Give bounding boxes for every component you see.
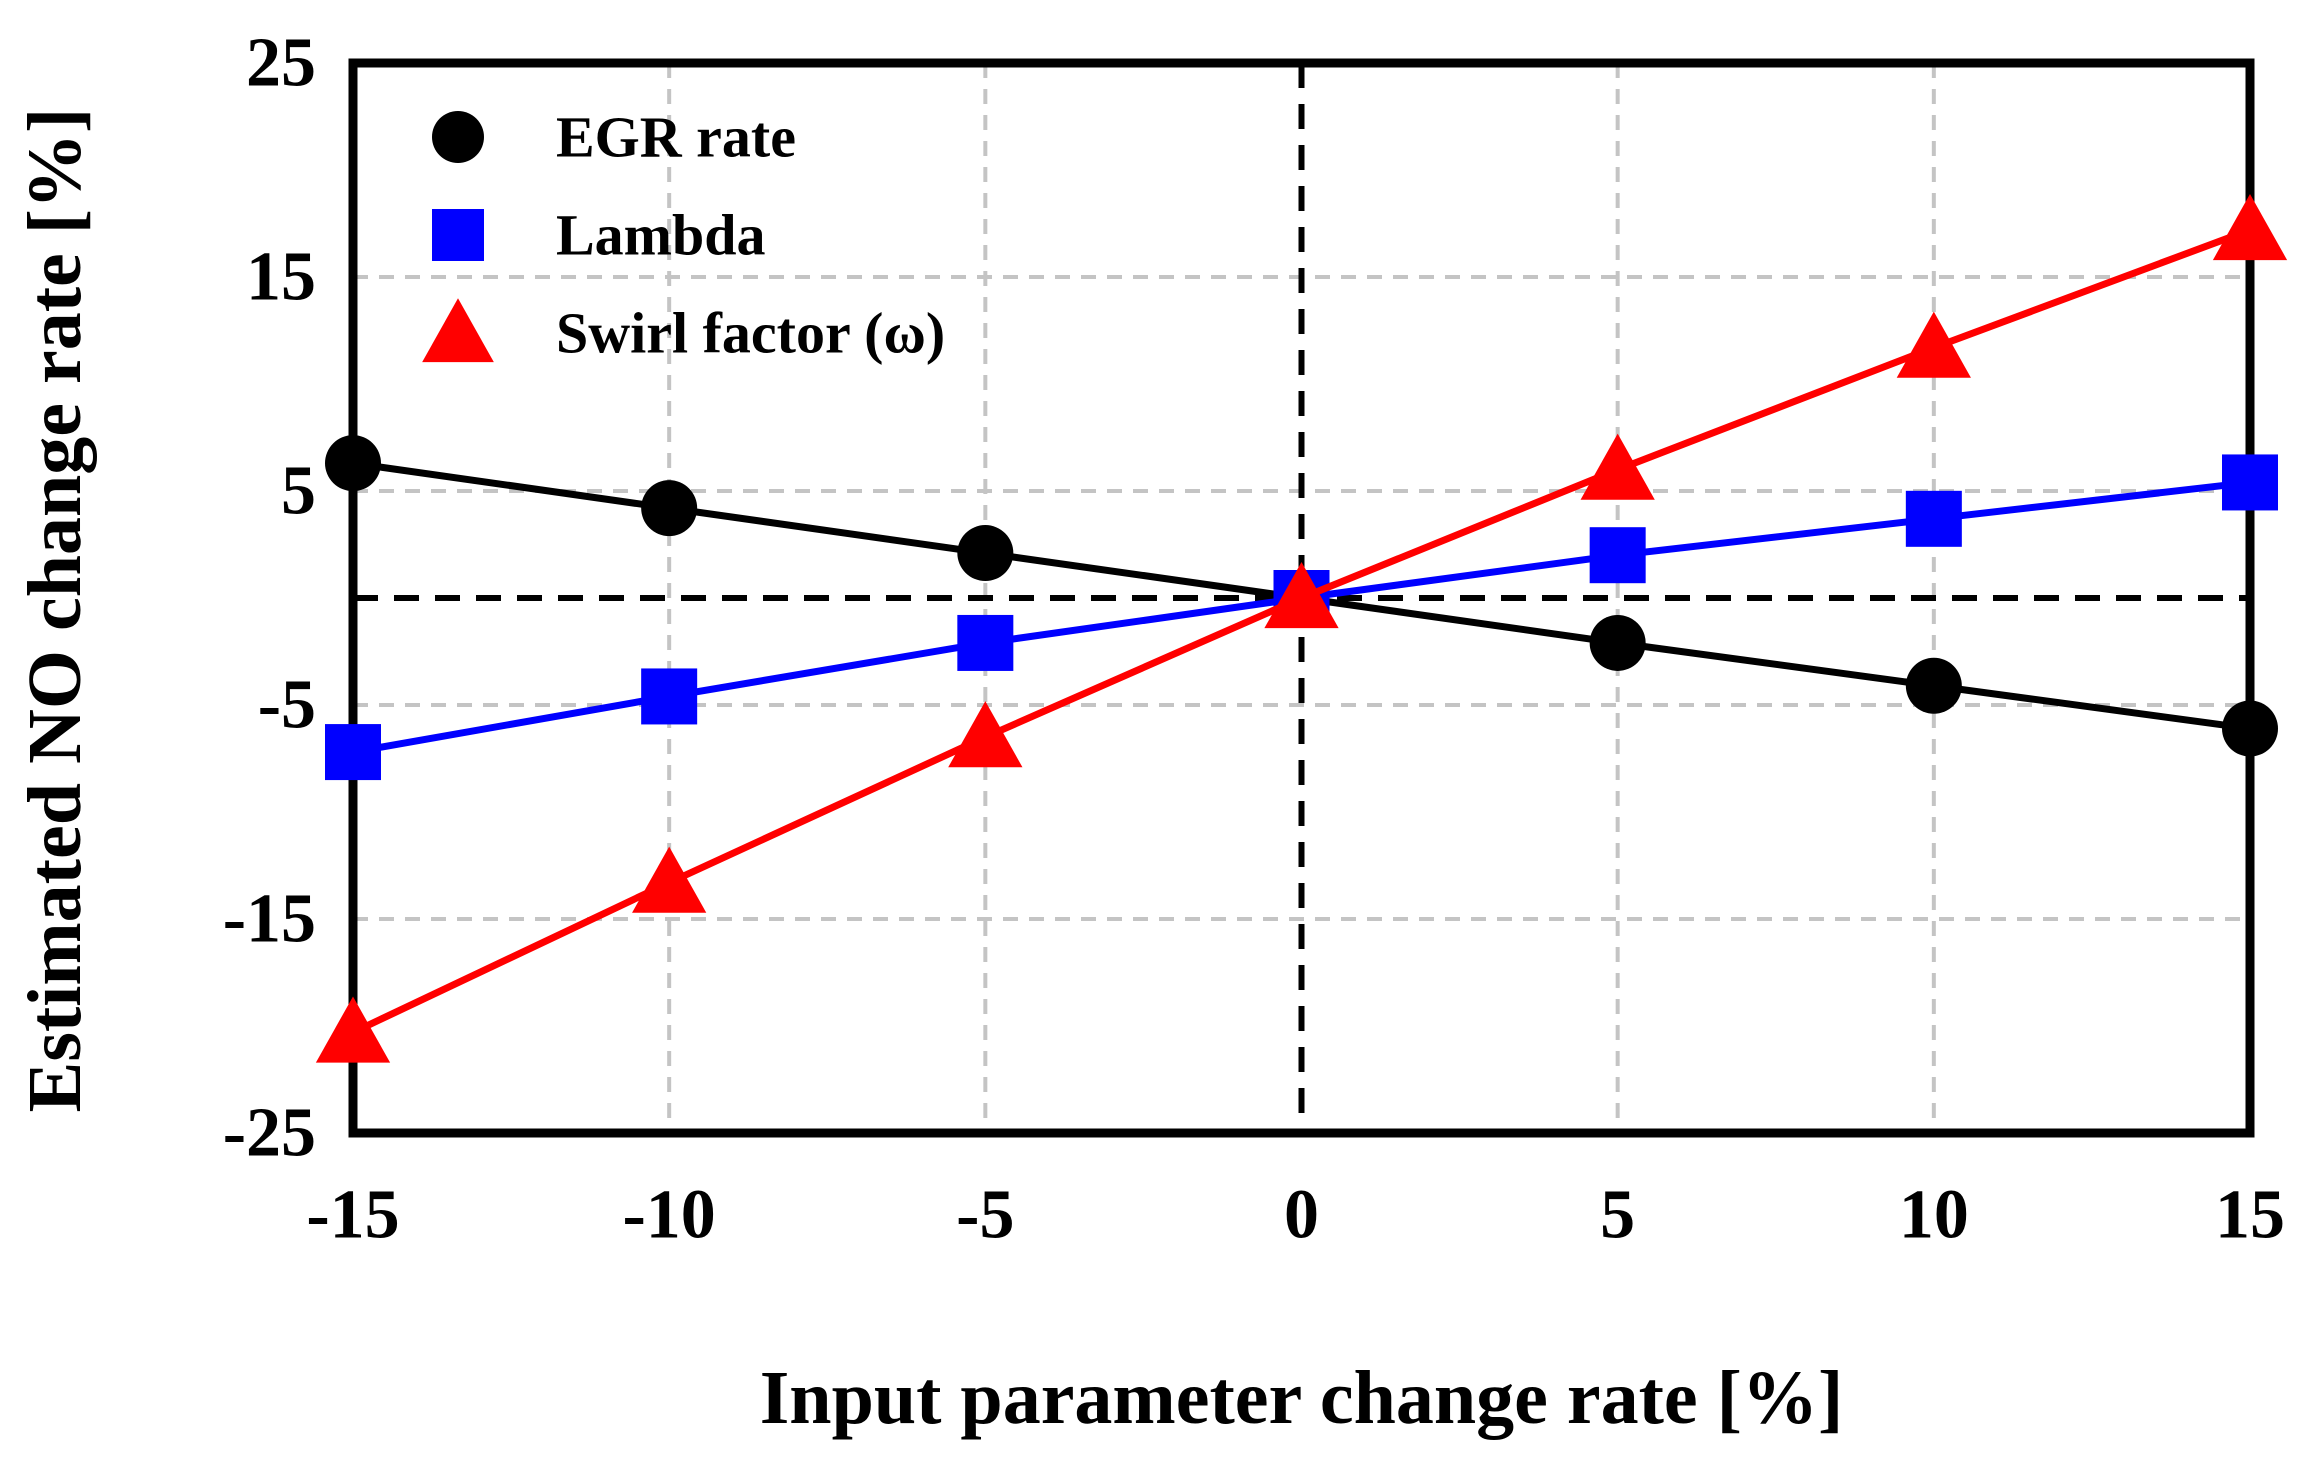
series-point-lambda <box>2222 454 2278 511</box>
series-point-lambda <box>325 724 381 781</box>
legend-marker-circle <box>432 111 484 163</box>
series-point-swirl-factor <box>1580 433 1655 500</box>
series-point-lambda <box>641 668 698 725</box>
x-tick-label: -10 <box>623 1177 716 1254</box>
series-point-swirl-factor <box>948 701 1023 768</box>
x-tick-label: 10 <box>1899 1177 1969 1254</box>
series-point-egr-rate <box>2222 700 2278 757</box>
series-point-swirl-factor <box>632 846 707 913</box>
legend-label: EGR rate <box>556 105 796 170</box>
series-point-egr-rate <box>641 480 698 537</box>
y-tick-label: 15 <box>246 239 316 316</box>
series-point-lambda <box>1589 527 1646 584</box>
x-tick-label: 5 <box>1600 1177 1635 1254</box>
y-tick-label: 25 <box>246 25 316 102</box>
series-point-lambda <box>1905 490 1962 547</box>
y-tick-label: -5 <box>258 667 316 744</box>
legend-marker-square <box>432 209 484 261</box>
series-point-swirl-factor <box>1896 311 1971 378</box>
y-tick-label: 5 <box>281 453 316 530</box>
legend-marker-triangle <box>422 298 494 363</box>
y-tick-label: -15 <box>223 881 316 958</box>
series-point-egr-rate <box>325 435 381 492</box>
x-axis-title: Input parameter change rate [%] <box>760 1356 1844 1440</box>
series-point-swirl-factor <box>315 996 391 1063</box>
series-point-egr-rate <box>957 525 1014 582</box>
series-point-swirl-factor <box>1264 562 1339 629</box>
x-tick-label: 0 <box>1284 1177 1319 1254</box>
x-tick-label: -5 <box>956 1177 1014 1254</box>
legend-label: Lambda <box>556 203 766 268</box>
series-point-egr-rate <box>1589 614 1646 671</box>
plot-border <box>348 58 2255 1138</box>
y-axis-title: Estimated NO change rate [%] <box>13 108 97 1113</box>
series-point-swirl-factor <box>2212 193 2288 261</box>
series-point-egr-rate <box>1905 657 1962 714</box>
x-tick-label: 15 <box>2215 1177 2285 1254</box>
y-tick-label: -25 <box>223 1095 316 1172</box>
legend-label: Swirl factor (ω) <box>556 301 945 366</box>
x-tick-label: -15 <box>306 1177 399 1254</box>
series-point-lambda <box>957 614 1014 671</box>
